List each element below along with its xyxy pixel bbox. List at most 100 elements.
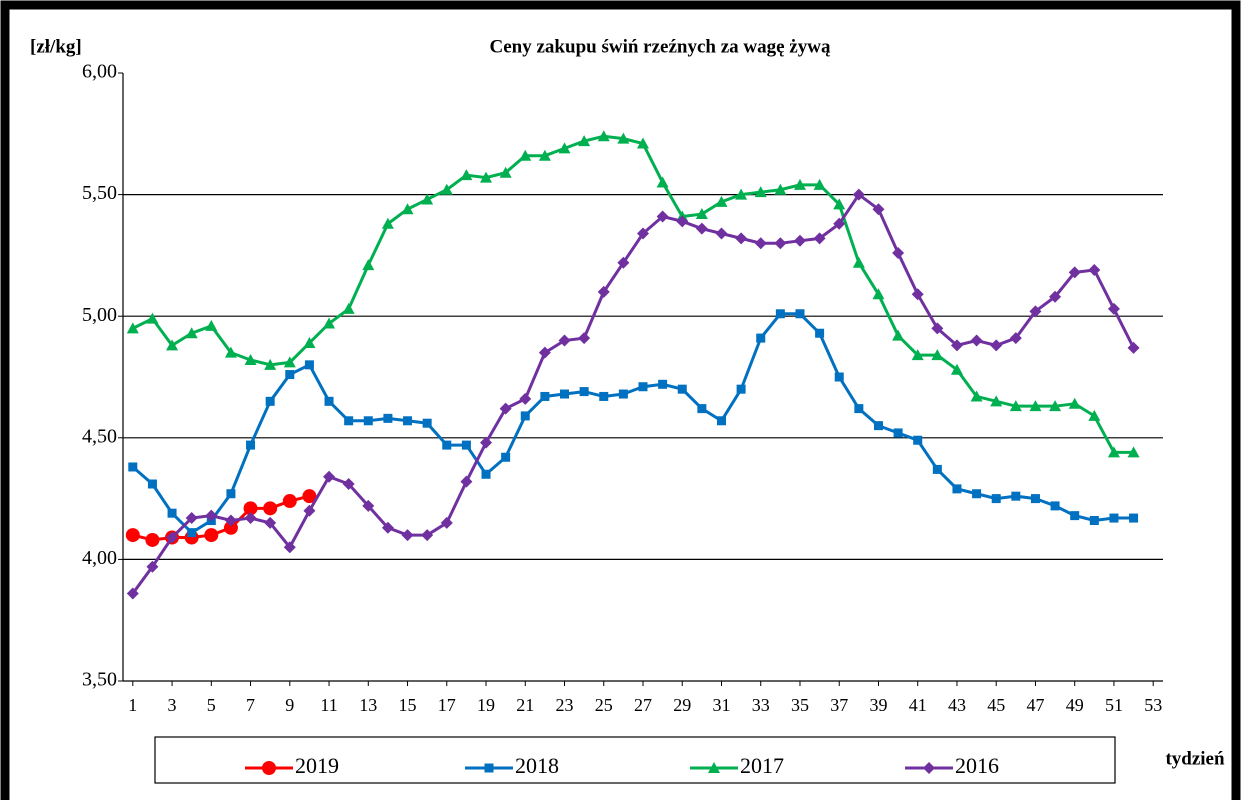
data-point: [519, 149, 532, 161]
data-point: [146, 312, 159, 324]
y-tick-label: 6,00: [82, 61, 117, 83]
data-point: [558, 142, 571, 154]
data-point: [597, 130, 610, 142]
data-point: [540, 391, 550, 401]
data-point: [1009, 332, 1022, 345]
data-point: [970, 390, 983, 402]
series-line: [132, 134, 1134, 454]
data-point: [774, 183, 787, 195]
data-point: [422, 418, 432, 428]
data-point: [205, 509, 218, 522]
data-point: [754, 186, 767, 198]
data-point: [1089, 515, 1099, 525]
data-point: [1029, 305, 1042, 318]
data-point: [519, 392, 532, 405]
data-point: [599, 391, 609, 401]
data-point: [520, 411, 530, 421]
data-point: [618, 389, 628, 399]
data-point: [381, 521, 394, 534]
data-point: [695, 222, 708, 235]
data-point: [756, 333, 766, 343]
data-point: [264, 516, 277, 529]
data-point: [363, 416, 373, 426]
x-tick-label: 29: [673, 695, 691, 715]
data-point: [324, 396, 334, 406]
data-point: [656, 210, 669, 223]
data-point: [892, 329, 905, 341]
data-point: [952, 484, 962, 494]
data-point: [461, 440, 471, 450]
x-tick-label: 45: [987, 695, 1005, 715]
data-point: [128, 462, 138, 472]
data-point: [1070, 511, 1080, 521]
data-point: [283, 541, 296, 554]
data-point: [460, 169, 473, 181]
data-point: [872, 288, 885, 300]
data-point: [834, 372, 844, 382]
data-point: [224, 346, 237, 358]
x-tick-label: 13: [359, 695, 377, 715]
data-point: [342, 478, 355, 491]
data-point: [617, 132, 630, 144]
data-point: [303, 504, 316, 517]
data-point: [735, 232, 748, 245]
x-tick-label: 21: [516, 695, 534, 715]
data-point: [1049, 290, 1062, 303]
data-point: [126, 322, 139, 334]
data-point: [715, 227, 728, 240]
data-point: [421, 193, 434, 205]
x-tick-label: 27: [634, 695, 652, 715]
data-point: [579, 387, 589, 397]
x-axis-label: tydzień: [1165, 748, 1225, 769]
data-point: [285, 370, 295, 380]
data-point: [342, 302, 355, 314]
series-line: [131, 312, 1134, 535]
x-tick-label: 39: [869, 695, 887, 715]
data-point: [913, 435, 923, 445]
data-point: [224, 514, 237, 527]
legend-label: 2016: [955, 753, 999, 778]
data-point: [695, 208, 708, 220]
data-point: [401, 203, 414, 215]
data-point: [304, 360, 314, 370]
data-point: [1107, 302, 1120, 315]
data-point: [187, 528, 197, 538]
data-point: [637, 137, 649, 149]
data-point: [793, 178, 806, 190]
data-point: [265, 396, 275, 406]
data-point: [146, 560, 159, 573]
x-tick-label: 37: [830, 695, 848, 715]
data-point: [991, 494, 1001, 504]
x-tick-label: 5: [207, 695, 216, 715]
x-tick-label: 9: [285, 695, 294, 715]
legend-marker: [484, 763, 494, 773]
x-tick-label: 25: [595, 695, 613, 715]
data-point: [815, 328, 825, 338]
data-point: [1049, 400, 1062, 412]
data-point: [538, 149, 551, 161]
data-point: [617, 256, 630, 269]
data-point: [1011, 491, 1021, 501]
data-point: [403, 416, 413, 426]
data-point: [185, 327, 198, 339]
data-point: [362, 499, 375, 512]
data-point: [303, 336, 316, 348]
data-point: [637, 227, 649, 240]
data-point: [852, 256, 865, 268]
data-point: [892, 246, 905, 259]
data-point: [972, 489, 982, 499]
data-point: [775, 309, 785, 319]
data-point: [990, 339, 1003, 352]
data-point: [499, 166, 512, 178]
data-point: [1127, 341, 1140, 354]
x-tick-label: 17: [438, 695, 456, 715]
data-point: [344, 416, 354, 426]
x-tick-label: 15: [399, 695, 417, 715]
data-point: [501, 452, 511, 462]
legend-box: [154, 736, 1116, 784]
data-point: [735, 188, 748, 200]
data-point: [401, 529, 414, 542]
data-point: [1088, 409, 1101, 421]
data-point: [323, 470, 336, 483]
data-point: [440, 516, 453, 529]
